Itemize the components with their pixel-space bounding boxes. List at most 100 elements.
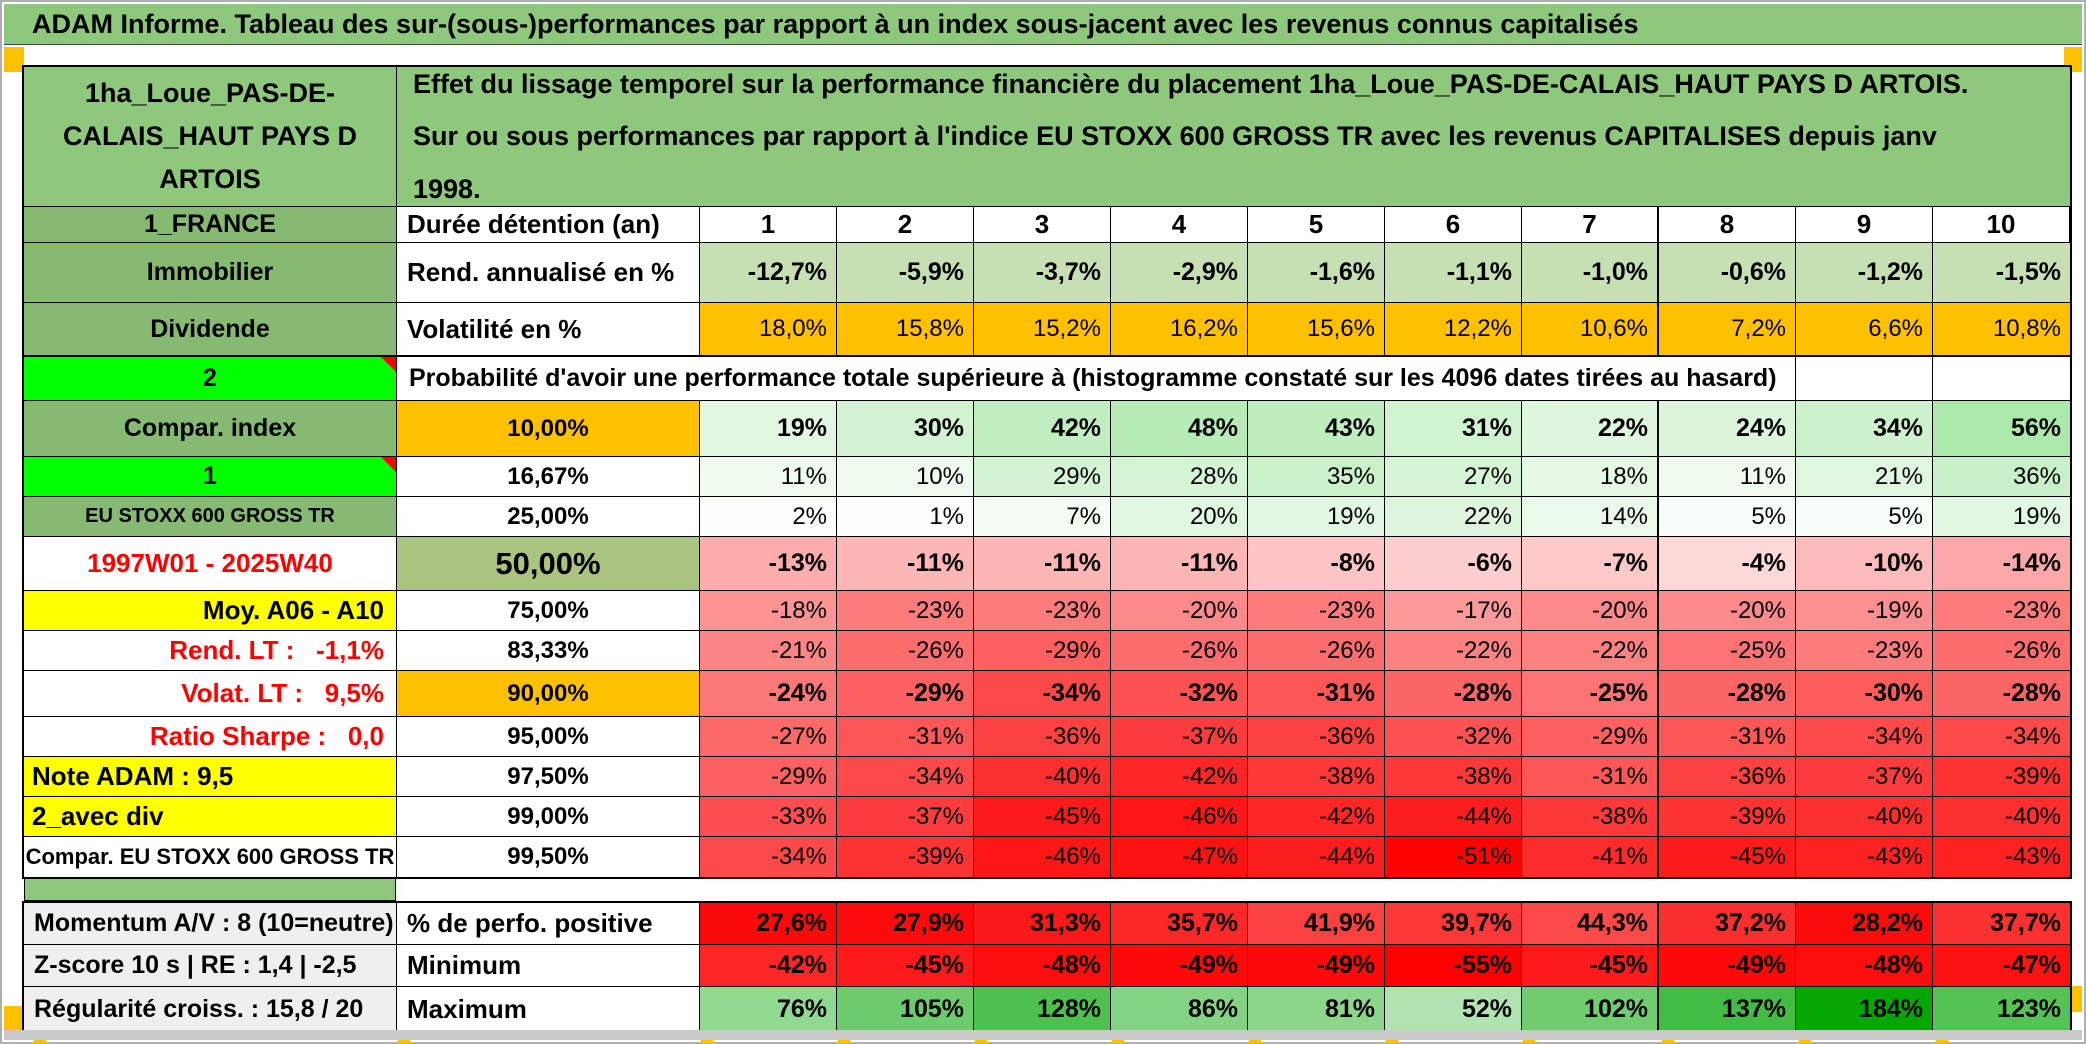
value-cell[interactable]: 19% (1933, 497, 2070, 537)
duration-col-8[interactable]: 8 (1659, 207, 1796, 243)
summary-value-cell[interactable]: 41,9% (1248, 903, 1385, 945)
summary-label[interactable]: Régularité croiss. : 15,8 / 20 (24, 987, 397, 1031)
value-cell[interactable]: -31% (837, 717, 974, 757)
value-cell[interactable]: -31% (1659, 717, 1796, 757)
value-cell[interactable]: -42% (1111, 757, 1248, 797)
row-label[interactable]: 2 (24, 357, 397, 401)
value-cell[interactable]: -26% (1111, 631, 1248, 671)
summary-value-cell[interactable]: 105% (837, 987, 974, 1031)
summary-value-cell[interactable]: 35,7% (1111, 903, 1248, 945)
threshold-cell[interactable]: Rend. annualisé en % (397, 243, 700, 303)
value-cell[interactable]: 5% (1796, 497, 1933, 537)
row-label[interactable]: Compar. EU STOXX 600 GROSS TR (24, 837, 397, 877)
value-cell[interactable]: -38% (1522, 797, 1659, 837)
value-cell[interactable]: -36% (1659, 757, 1796, 797)
value-cell[interactable]: -34% (837, 757, 974, 797)
value-cell[interactable]: 21% (1796, 457, 1933, 497)
value-cell[interactable]: -34% (974, 671, 1111, 717)
value-cell[interactable]: -40% (974, 757, 1111, 797)
value-cell[interactable]: 31% (1385, 401, 1522, 457)
asset-name-cell[interactable]: 1ha_Loue_PAS-DE-CALAIS_HAUT PAYS D ARTOI… (24, 67, 397, 207)
value-cell[interactable]: 42% (974, 401, 1111, 457)
value-cell[interactable]: -46% (974, 837, 1111, 877)
summary-value-cell[interactable]: -42% (700, 945, 837, 987)
duration-col-7[interactable]: 7 (1522, 207, 1659, 243)
value-cell[interactable]: -27% (700, 717, 837, 757)
value-cell[interactable]: -39% (1659, 797, 1796, 837)
value-cell[interactable]: -11% (1111, 537, 1248, 591)
summary-value-cell[interactable]: -45% (1522, 945, 1659, 987)
value-cell[interactable]: -23% (1248, 591, 1385, 631)
value-cell[interactable]: -44% (1385, 797, 1522, 837)
summary-value-cell[interactable]: 123% (1933, 987, 2070, 1031)
value-cell[interactable]: 6,6% (1796, 303, 1933, 357)
row-label[interactable]: Immobilier (24, 243, 397, 303)
threshold-cell[interactable]: 83,33% (397, 631, 700, 671)
value-cell[interactable]: -34% (700, 837, 837, 877)
value-cell[interactable]: 24% (1659, 401, 1796, 457)
value-cell[interactable]: 30% (837, 401, 974, 457)
threshold-cell[interactable]: 10,00% (397, 401, 700, 457)
value-cell[interactable]: -2,9% (1111, 243, 1248, 303)
value-cell[interactable]: 15,2% (974, 303, 1111, 357)
value-cell[interactable]: -26% (837, 631, 974, 671)
summary-value-cell[interactable]: 137% (1659, 987, 1796, 1031)
value-cell[interactable]: 12,2% (1385, 303, 1522, 357)
duration-col-9[interactable]: 9 (1796, 207, 1933, 243)
value-cell[interactable]: 18% (1522, 457, 1659, 497)
value-cell[interactable]: 11% (1659, 457, 1796, 497)
summary-value-cell[interactable]: -55% (1385, 945, 1522, 987)
value-cell[interactable]: 27% (1385, 457, 1522, 497)
row-label[interactable]: Compar. index (24, 401, 397, 457)
value-cell[interactable]: -51% (1385, 837, 1522, 877)
spacer-cell[interactable] (24, 879, 396, 901)
value-cell[interactable]: 22% (1522, 401, 1659, 457)
row-label[interactable]: 1 (24, 457, 397, 497)
scroll-strip[interactable] (4, 1030, 2082, 1040)
threshold-cell[interactable]: Volatilité en % (397, 303, 700, 357)
value-cell[interactable]: -25% (1659, 631, 1796, 671)
value-cell[interactable]: -46% (1111, 797, 1248, 837)
summary-value-cell[interactable]: 76% (700, 987, 837, 1031)
summary-value-cell[interactable]: 128% (974, 987, 1111, 1031)
threshold-cell[interactable]: 50,00% (397, 537, 700, 591)
summary-value-cell[interactable]: -47% (1933, 945, 2070, 987)
value-cell[interactable]: -29% (837, 671, 974, 717)
value-cell[interactable]: 15,6% (1248, 303, 1385, 357)
value-cell[interactable]: -45% (974, 797, 1111, 837)
value-cell[interactable]: -28% (1659, 671, 1796, 717)
value-cell[interactable]: 56% (1933, 401, 2070, 457)
value-cell[interactable]: -30% (1796, 671, 1933, 717)
value-cell[interactable]: -37% (1111, 717, 1248, 757)
value-cell[interactable]: 19% (1248, 497, 1385, 537)
value-cell[interactable]: -40% (1933, 797, 2070, 837)
value-cell[interactable]: -29% (1522, 717, 1659, 757)
duration-col-4[interactable]: 4 (1111, 207, 1248, 243)
value-cell[interactable]: -20% (1659, 591, 1796, 631)
duration-label-cell[interactable]: Durée détention (an) (397, 207, 700, 243)
row-label[interactable]: Ratio Sharpe : 0,0 (24, 717, 397, 757)
summary-value-cell[interactable]: 52% (1385, 987, 1522, 1031)
value-cell[interactable]: 34% (1796, 401, 1933, 457)
value-cell[interactable]: -36% (974, 717, 1111, 757)
summary-value-cell[interactable]: 31,3% (974, 903, 1111, 945)
value-cell[interactable]: 10% (837, 457, 974, 497)
row-label[interactable]: Moy. A06 - A10 (24, 591, 397, 631)
summary-value-cell[interactable]: -49% (1248, 945, 1385, 987)
value-cell[interactable]: 10,6% (1522, 303, 1659, 357)
threshold-cell[interactable]: 75,00% (397, 591, 700, 631)
value-cell[interactable]: -43% (1796, 837, 1933, 877)
value-cell[interactable]: -1,0% (1522, 243, 1659, 303)
row-label[interactable]: Note ADAM : 9,5 (24, 757, 397, 797)
summary-value-cell[interactable]: 27,6% (700, 903, 837, 945)
value-cell[interactable]: -22% (1522, 631, 1659, 671)
value-cell[interactable]: -34% (1796, 717, 1933, 757)
value-cell[interactable]: -29% (974, 631, 1111, 671)
value-cell[interactable]: 28% (1111, 457, 1248, 497)
value-cell[interactable]: -4% (1659, 537, 1796, 591)
value-cell[interactable]: -14% (1933, 537, 2070, 591)
value-cell[interactable]: -39% (837, 837, 974, 877)
value-cell[interactable]: -26% (1248, 631, 1385, 671)
value-cell[interactable]: -1,1% (1385, 243, 1522, 303)
row-label[interactable]: 2_avec div (24, 797, 397, 837)
